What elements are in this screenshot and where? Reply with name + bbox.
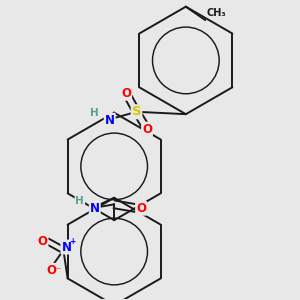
Text: ⁻: ⁻ xyxy=(56,266,61,277)
Text: +: + xyxy=(69,237,76,246)
Text: N: N xyxy=(90,202,100,215)
Text: O: O xyxy=(121,87,131,100)
Text: N: N xyxy=(61,241,71,254)
Text: O: O xyxy=(142,123,152,136)
Text: H: H xyxy=(90,108,99,118)
Text: S: S xyxy=(132,105,141,118)
Text: N: N xyxy=(105,114,115,127)
Text: O: O xyxy=(38,235,47,248)
Text: O: O xyxy=(136,202,146,215)
Text: CH₃: CH₃ xyxy=(207,8,226,18)
Text: H: H xyxy=(76,196,84,206)
Text: O: O xyxy=(46,264,56,277)
